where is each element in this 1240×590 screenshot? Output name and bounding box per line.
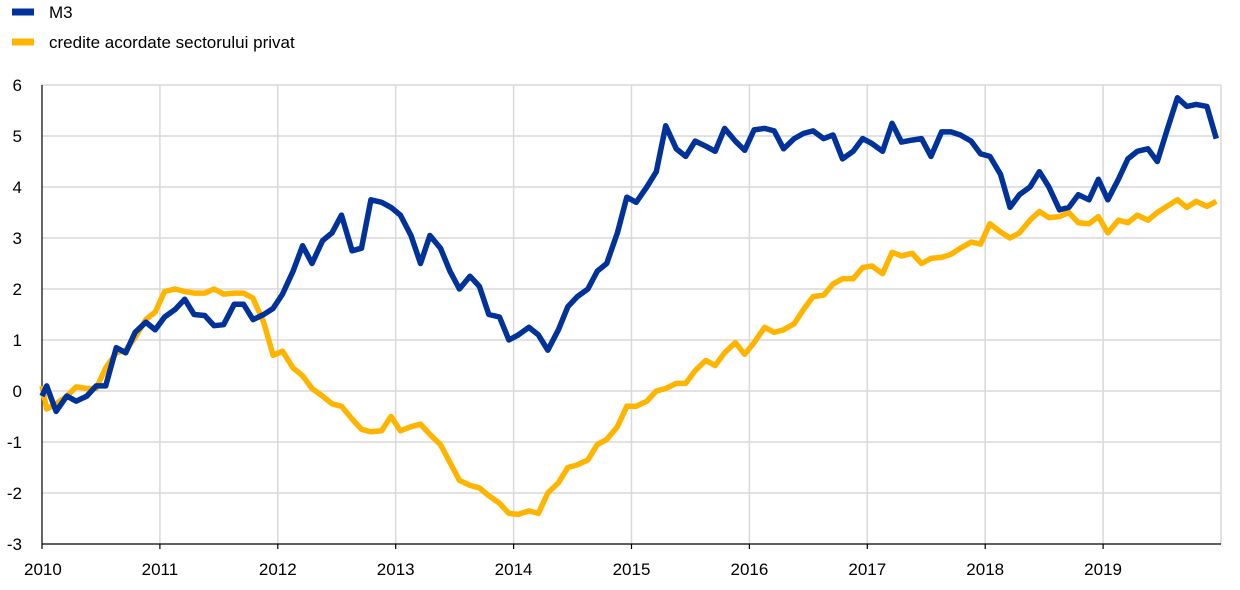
legend-label-credit: credite acordate sectorului privat [49,33,295,52]
x-tick-label: 2017 [848,560,886,579]
y-tick-label: 1 [13,331,22,350]
chart-axes [41,85,1221,549]
y-tick-label: -1 [7,433,22,452]
chart-series [39,95,1219,518]
y-tick-label: 2 [13,280,22,299]
y-tick-label: 4 [13,178,22,197]
x-tick-label: 2011 [142,560,179,579]
x-tick-label: 2014 [495,560,533,579]
x-axis-tick-labels: 2010 2011 2012 2013 2014 2015 2016 2017 2018 2019 [24,560,1122,579]
y-tick-label: 5 [13,127,22,146]
x-tick-label: 2016 [730,560,768,579]
x-tick-label: 2012 [259,560,297,579]
chart-legend: M3 credite acordate sectorului privat [12,3,295,52]
y-tick-label: 3 [13,229,22,248]
legend-swatch-credit [12,38,34,46]
x-tick-label: 2018 [966,560,1004,579]
chart-grid [42,84,1222,544]
y-tick-label: 0 [13,382,22,401]
x-tick-label: 2013 [377,560,415,579]
y-tick-label: -3 [7,535,22,554]
x-tick-label: 2015 [613,560,651,579]
x-tick-label: 2010 [24,560,62,579]
y-tick-label: 6 [13,76,22,95]
y-axis-tick-labels: 6 5 4 3 2 1 0 -1 -2 -3 [7,76,22,554]
series-line-credit [39,197,1218,518]
y-tick-label: -2 [7,484,22,503]
x-tick-label: 2019 [1084,560,1122,579]
legend-label-m3: M3 [49,3,73,22]
legend-swatch-m3 [12,8,34,16]
series-line-m3 [39,95,1219,415]
